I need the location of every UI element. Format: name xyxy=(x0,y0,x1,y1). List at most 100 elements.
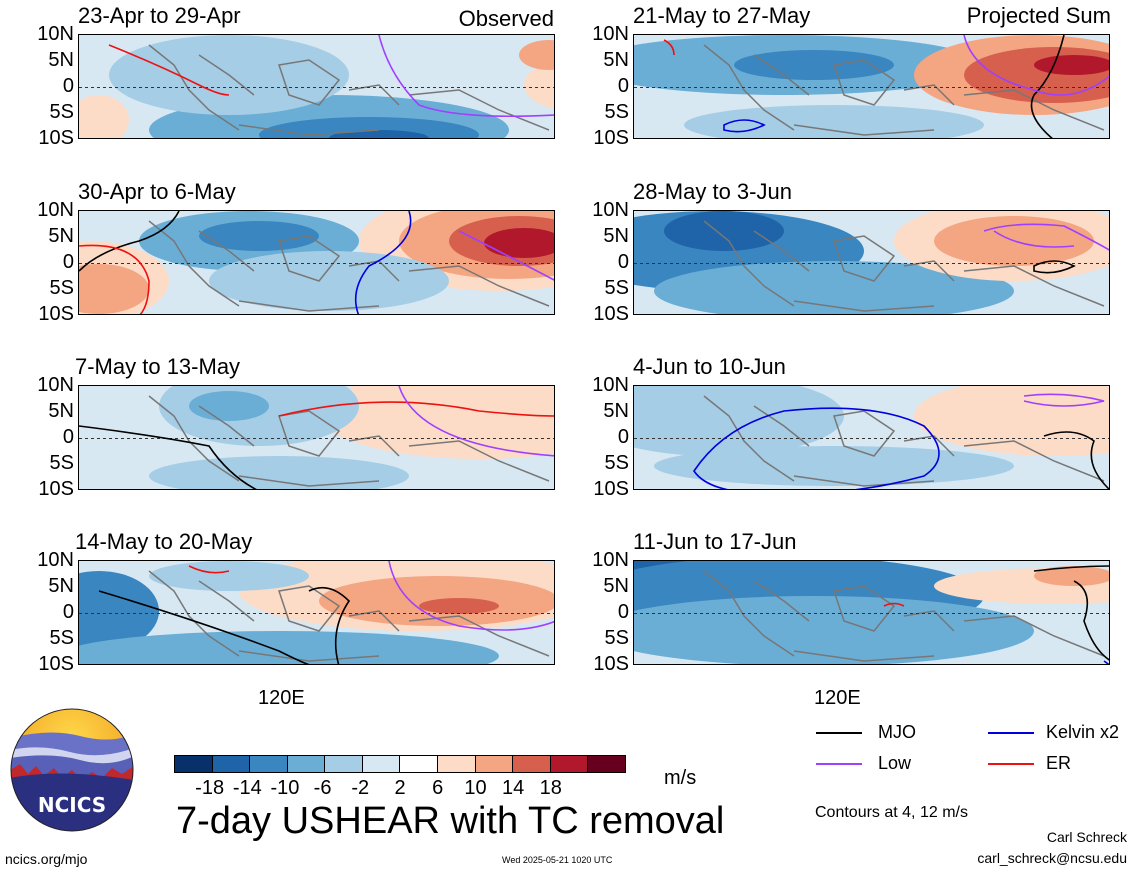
contour-line xyxy=(963,35,1109,96)
y-tick-label: 10S xyxy=(593,127,629,149)
contour-line xyxy=(388,561,554,631)
contour-line xyxy=(378,35,554,118)
colorbar-tick-label: 2 xyxy=(394,777,406,799)
map-panel xyxy=(78,210,555,315)
contour-line xyxy=(693,407,940,489)
y-tick-label: 5N xyxy=(48,575,74,597)
y-tick-label: 0 xyxy=(62,426,74,448)
y-tick-label: 5N xyxy=(603,575,629,597)
author: Carl Schreck xyxy=(1046,829,1127,845)
map-panel xyxy=(633,385,1110,490)
contour-line xyxy=(1043,431,1109,489)
legend-kelvin-label: Kelvin x2 xyxy=(1046,722,1120,742)
contour-line xyxy=(1023,393,1105,407)
y-tick-label: 10N xyxy=(37,374,74,396)
shading-region xyxy=(189,391,269,421)
coastline xyxy=(703,395,1105,487)
map-panel xyxy=(633,34,1110,139)
coastline xyxy=(703,44,1105,136)
panel-title: 7-May to 13-May xyxy=(75,354,241,379)
panel-title: 28-May to 3-Jun xyxy=(633,179,792,204)
contour-line xyxy=(79,244,150,314)
colorbar-swatch xyxy=(325,756,363,772)
shading-region xyxy=(654,446,1014,486)
coastline xyxy=(148,44,550,136)
colorbar-swatch xyxy=(400,756,439,772)
column-label-projected: Projected Sum xyxy=(966,3,1111,28)
colorbar-swatch xyxy=(250,756,288,772)
x-tick-label: 120E xyxy=(258,687,305,709)
logo-text: NCICS xyxy=(37,793,107,817)
shading-region xyxy=(1034,566,1109,586)
map-panel xyxy=(78,560,555,665)
y-tick-label: 0 xyxy=(617,601,629,623)
contour-line xyxy=(278,401,554,417)
y-tick-label: 5S xyxy=(604,452,629,474)
colorbar-swatch xyxy=(475,756,514,772)
panel-title: 21-May to 27-May xyxy=(633,3,811,28)
contour-line xyxy=(354,211,412,314)
y-tick-label: 10S xyxy=(38,653,74,675)
panel-title: 4-Jun to 10-Jun xyxy=(633,354,786,379)
shading-region xyxy=(79,95,129,138)
colorbar-swatch xyxy=(588,756,625,772)
contour-line xyxy=(79,211,180,272)
timestamp: Wed 2025-05-21 1020 UTC xyxy=(502,855,613,865)
y-tick-label: 10N xyxy=(37,549,74,571)
colorbar-units: m/s xyxy=(664,767,697,789)
shading-region xyxy=(419,598,499,614)
y-tick-label: 10N xyxy=(37,23,74,45)
contour-line xyxy=(1033,565,1109,661)
legend-er-swatch xyxy=(988,763,1034,765)
y-tick-label: 10N xyxy=(592,23,629,45)
shading-region xyxy=(484,228,554,258)
legend-kelvin-swatch xyxy=(988,732,1034,734)
column-label-observed: Observed xyxy=(458,6,554,31)
map-panel xyxy=(78,34,555,139)
y-tick-label: 0 xyxy=(617,426,629,448)
contour-line xyxy=(1033,260,1076,274)
y-tick-label: 5N xyxy=(603,400,629,422)
contour-line xyxy=(883,602,905,607)
colorbar-tick-label: 18 xyxy=(539,777,562,799)
coastline xyxy=(148,395,550,487)
shading-region xyxy=(79,264,149,314)
colorbar-swatch xyxy=(175,756,213,772)
y-tick-label: 0 xyxy=(62,75,74,97)
y-tick-label: 5S xyxy=(49,101,74,123)
colorbar-tick-label: 14 xyxy=(502,777,525,799)
shading-region xyxy=(149,561,309,591)
y-tick-label: 5N xyxy=(48,400,74,422)
colorbar-swatch xyxy=(550,756,589,772)
contour-line xyxy=(108,44,230,96)
colorbar-tick-label: 6 xyxy=(432,777,444,799)
ncics-logo xyxy=(10,708,134,832)
shading-region xyxy=(79,631,499,664)
shading-region xyxy=(319,386,554,459)
colorbar-swatch xyxy=(438,756,476,772)
contour-line xyxy=(98,590,310,664)
y-tick-label: 5S xyxy=(604,277,629,299)
contour-line xyxy=(398,386,554,457)
y-tick-label: 10S xyxy=(38,127,74,149)
y-tick-label: 0 xyxy=(617,251,629,273)
legend-er-label: ER xyxy=(1046,753,1072,773)
map-panel xyxy=(633,210,1110,315)
shading-region xyxy=(1034,55,1109,75)
colorbar-swatch xyxy=(212,756,251,772)
legend-low-label: Low xyxy=(878,753,912,773)
colorbar-tick-label: -14 xyxy=(232,777,262,799)
panel-title: 30-Apr to 6-May xyxy=(78,179,236,204)
legend-mjo-swatch xyxy=(816,732,862,734)
y-tick-label: 10S xyxy=(593,303,629,325)
shading-region xyxy=(259,117,479,138)
shading-region xyxy=(79,571,159,651)
contour-note: Contours at 4, 12 m/s xyxy=(815,804,968,821)
y-tick-label: 5S xyxy=(49,277,74,299)
chart-title: 7-day USHEAR with TC removal xyxy=(176,800,725,842)
y-tick-label: 10S xyxy=(38,478,74,500)
colorbar-tick-label: 10 xyxy=(464,777,487,799)
shading-region xyxy=(654,261,1014,314)
contour-line xyxy=(79,425,257,489)
shading-region xyxy=(524,61,554,109)
